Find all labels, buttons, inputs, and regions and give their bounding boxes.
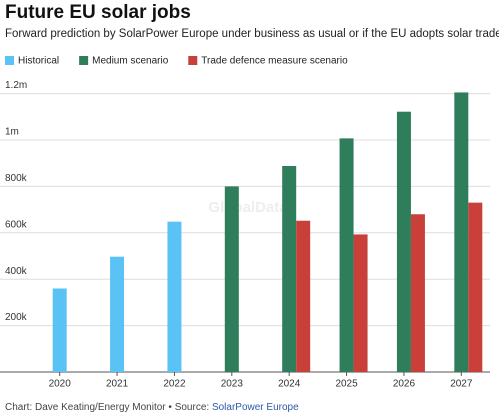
y-tick-label: 800k [5, 173, 28, 184]
bar [468, 202, 483, 372]
legend-swatch [5, 56, 14, 65]
bar [296, 220, 311, 372]
x-tick-label: 2021 [106, 379, 129, 390]
legend-label: Medium scenario [92, 56, 169, 67]
y-tick-label: 400k [5, 266, 28, 277]
chart-subtitle: Forward prediction by SolarPower Europe … [5, 28, 499, 40]
legend-label: Trade defence measure scenario [201, 56, 348, 67]
bar [52, 288, 67, 372]
source-link[interactable]: SolarPower Europe [212, 402, 299, 413]
bar [339, 138, 354, 372]
bar [396, 111, 411, 373]
legend-swatch [79, 56, 89, 65]
x-tick-label: 2026 [393, 379, 416, 390]
source: Chart: Dave Keating/Energy Monitor • Sou… [5, 402, 299, 413]
x-tick-label: 2024 [278, 379, 301, 390]
bar [224, 186, 239, 372]
x-tick-label: 2025 [335, 379, 358, 390]
chart-title: Future EU solar jobs [5, 2, 191, 23]
watermark: GlobalData [208, 199, 288, 216]
legend-label: Historical [18, 56, 59, 67]
bar [410, 214, 425, 372]
y-tick-label: 600k [5, 219, 28, 230]
bar [110, 256, 125, 372]
x-tick-label: 2022 [163, 379, 186, 390]
x-tick-label: 2023 [221, 379, 244, 390]
bar [353, 234, 368, 372]
x-tick-label: 2020 [49, 379, 72, 390]
x-tick-label: 2027 [450, 379, 473, 390]
source-text: Chart: Dave Keating/Energy Monitor • Sou… [5, 402, 209, 413]
bar [454, 92, 469, 372]
legend-swatch [188, 56, 198, 65]
bar [167, 221, 182, 372]
bar [282, 165, 297, 372]
y-tick-label: 200k [5, 312, 28, 323]
y-tick-label: 1.2m [5, 80, 27, 91]
y-tick-label: 1m [5, 127, 19, 138]
